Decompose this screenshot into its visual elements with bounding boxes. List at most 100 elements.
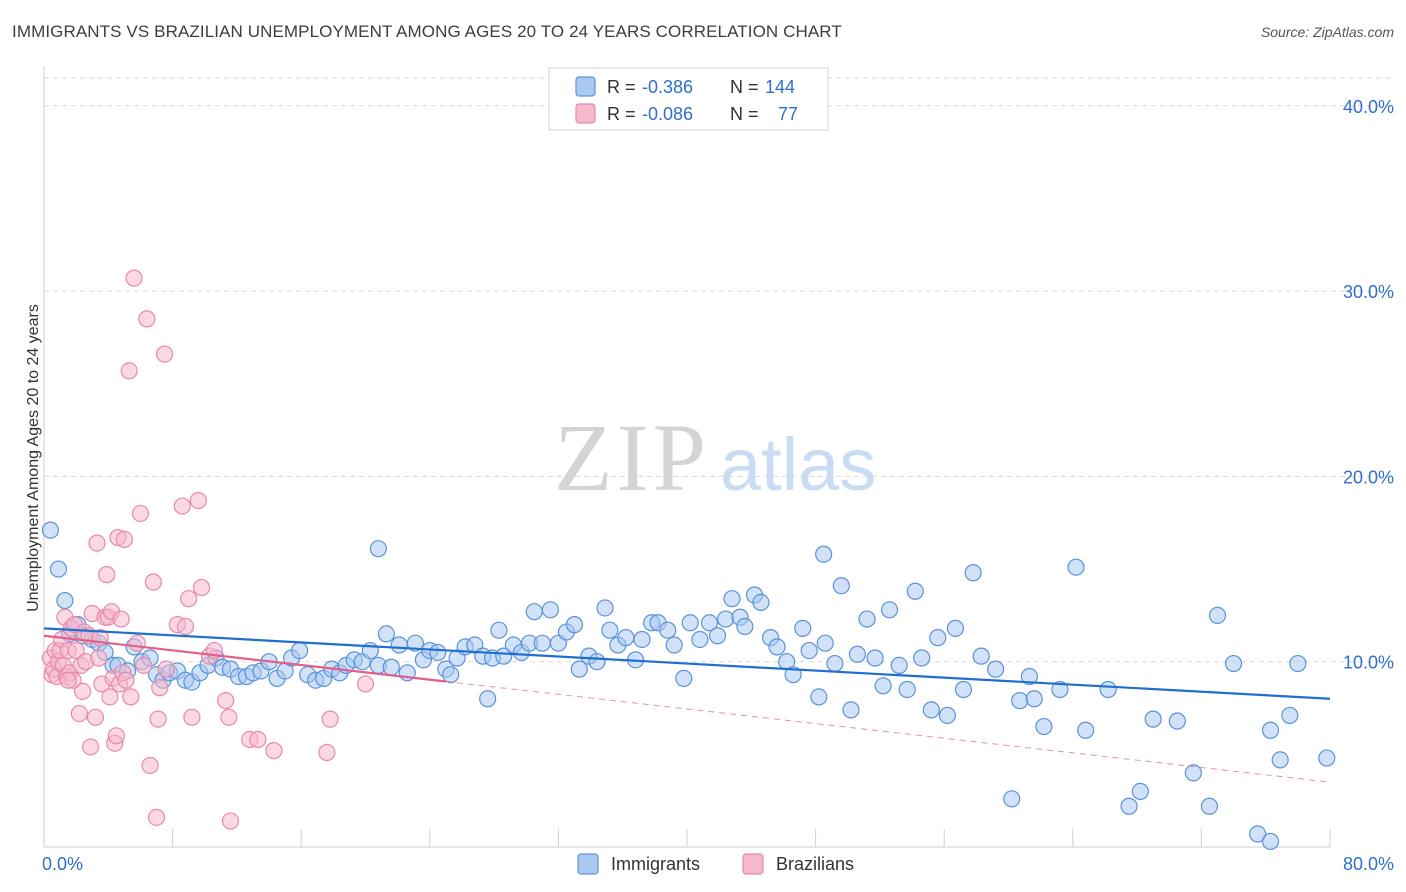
watermark-zip: ZIP — [554, 404, 710, 511]
immigrants-point — [913, 649, 931, 667]
brazilians-point — [155, 345, 174, 363]
legend-n-value: 77 — [778, 104, 798, 124]
immigrants-point — [382, 658, 400, 676]
legend-n-label: N = — [730, 104, 759, 124]
brazilians-point — [180, 590, 198, 608]
immigrants-point — [1318, 749, 1336, 767]
brazilians-point — [112, 610, 130, 628]
legend-r-value: -0.086 — [642, 104, 693, 124]
brazilians-point — [125, 269, 143, 287]
correlation-legend: R = -0.386 N = 144 R = -0.086 N = 77 — [548, 67, 829, 131]
immigrants-point — [570, 660, 588, 678]
trend-line-brazilians — [43, 634, 446, 683]
immigrants-point — [665, 636, 683, 654]
brazilians-point — [138, 310, 156, 328]
immigrants-point — [906, 582, 924, 600]
immigrants-point — [810, 688, 828, 706]
immigrants-point — [880, 601, 899, 619]
brazilians-point — [151, 679, 169, 697]
brazilians-point — [321, 710, 339, 728]
immigrants-point — [946, 619, 965, 637]
brazilians-point — [120, 362, 138, 380]
immigrants-point — [723, 590, 741, 608]
immigrants-point — [874, 677, 892, 695]
brazilians-point — [70, 704, 88, 723]
immigrants-point — [479, 690, 497, 708]
immigrants-point — [1035, 717, 1053, 736]
brazilians-point — [82, 738, 100, 756]
grid-layer — [44, 77, 1392, 663]
legend-swatch-immigrants — [575, 76, 596, 97]
immigrants-point — [708, 627, 727, 645]
legend-n-value: 144 — [765, 77, 795, 97]
brazilians-point — [107, 727, 125, 745]
immigrants-point — [533, 634, 551, 652]
y-tick-label: 20.0% — [1343, 467, 1394, 487]
immigrants-point — [495, 647, 513, 665]
immigrants-point — [1200, 797, 1219, 815]
x-tick-label: 80.0% — [1343, 854, 1394, 874]
immigrants-point — [1144, 710, 1162, 728]
brazilians-point — [144, 573, 162, 591]
watermark: ZIP atlas — [554, 404, 876, 511]
brazilians-point — [101, 688, 119, 706]
immigrants-point — [1208, 606, 1227, 624]
brazilians-point — [173, 497, 191, 515]
immigrants-point — [1077, 721, 1095, 739]
immigrants-point — [1249, 825, 1267, 843]
immigrants-point — [716, 610, 735, 628]
immigrants-point — [1261, 721, 1280, 739]
brazilians-point — [147, 808, 166, 826]
immigrants-point — [390, 636, 408, 654]
immigrants-point — [929, 629, 947, 647]
immigrants-point — [700, 614, 719, 632]
immigrants-point — [842, 701, 860, 719]
immigrants-point — [565, 616, 584, 634]
immigrants-point — [987, 660, 1005, 678]
immigrants-point — [1099, 680, 1117, 699]
immigrants-point — [848, 645, 866, 663]
source-label: Source: ZipAtlas.com — [1260, 24, 1394, 40]
immigrants-point — [369, 540, 387, 558]
immigrants-point — [681, 614, 699, 632]
immigrants-point — [691, 630, 709, 649]
immigrants-point — [41, 521, 60, 539]
immigrants-point — [866, 649, 884, 667]
chart-title: IMMIGRANTS VS BRAZILIAN UNEMPLOYMENT AMO… — [12, 22, 842, 41]
immigrants-point — [898, 680, 916, 699]
immigrants-point — [442, 666, 460, 684]
immigrants-point — [525, 603, 543, 621]
immigrants-point — [1184, 764, 1202, 782]
brazilians-point — [128, 634, 146, 652]
immigrants-point — [633, 630, 651, 649]
trend-extension-brazilians — [445, 681, 1331, 783]
immigrants-point — [377, 625, 395, 643]
immigrants-point — [1131, 782, 1149, 801]
immigrants-point — [1020, 667, 1038, 686]
brazilians-point — [86, 708, 105, 726]
brazilians-point — [73, 682, 92, 700]
immigrants-point — [406, 634, 424, 652]
y-tick-label: 10.0% — [1343, 653, 1394, 673]
immigrants-point — [816, 634, 834, 652]
trend-lines — [43, 627, 1331, 783]
immigrants-point — [964, 564, 982, 582]
immigrants-point — [832, 577, 850, 595]
immigrants-point — [490, 621, 508, 639]
brazilians-point — [115, 530, 133, 549]
brazilians-point — [189, 491, 207, 510]
immigrants-point — [794, 619, 812, 637]
immigrants-points — [41, 521, 1336, 851]
immigrants-point — [826, 654, 844, 673]
brazilians-point — [249, 730, 267, 749]
immigrants-point — [800, 641, 818, 660]
legend-r-label: R = — [607, 77, 636, 97]
brazilians-point — [192, 578, 211, 597]
y-tick-label: 40.0% — [1343, 97, 1394, 117]
legend-n-label: N = — [730, 77, 759, 97]
tick-labels: 10.0% 20.0% 30.0% 40.0% 0.0% 80.0% — [42, 97, 1394, 874]
brazilians-point — [221, 812, 240, 830]
immigrants-point — [768, 638, 786, 656]
immigrants-point — [922, 701, 940, 719]
